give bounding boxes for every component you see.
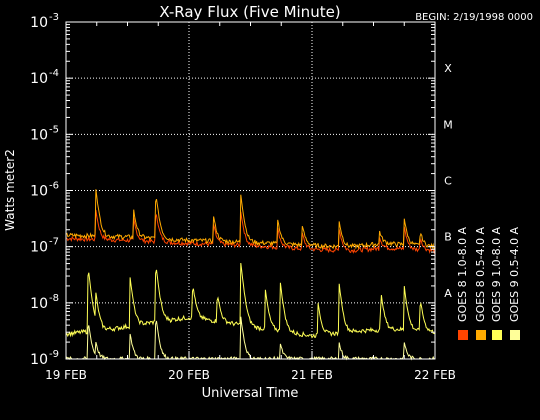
y-tick-exponent: -7 xyxy=(49,237,59,248)
y-tick-exponent: -6 xyxy=(49,181,59,192)
legend-swatch-3 xyxy=(492,330,502,340)
series-line-3 xyxy=(65,262,436,339)
class-label-a: A xyxy=(444,287,452,300)
x-tick-label: 21 FEB xyxy=(291,368,333,382)
x-tick-label: 20 FEB xyxy=(168,368,210,382)
y-tick-label: 10 xyxy=(30,127,48,143)
y-tick-exponent: -5 xyxy=(49,124,59,135)
legend-label-1: GOES 8 1.0-8.0 A xyxy=(456,226,469,322)
y-tick-label: 10 xyxy=(30,184,48,200)
y-tick-exponent: -8 xyxy=(49,293,59,304)
legend: GOES 8 1.0-8.0 A GOES 8 0.5-4.0 A GOES 9 1… xyxy=(456,226,521,340)
y-tick-label: 10 xyxy=(30,240,48,256)
series-line-1 xyxy=(65,209,436,255)
y-tick-label: 10 xyxy=(30,15,48,31)
legend-label-3: GOES 9 1.0-8.0 A xyxy=(490,226,503,322)
plot-frame xyxy=(65,21,436,360)
y-tick-label: 10 xyxy=(30,71,48,87)
legend-swatch-2 xyxy=(476,330,486,340)
y-tick-label: 10 xyxy=(30,296,48,312)
class-label-b: B xyxy=(444,231,452,244)
y-axis: 10-310-410-510-610-710-810-9 xyxy=(30,12,435,368)
legend-label-2: GOES 8 0.5-4.0 A xyxy=(474,226,487,322)
flare-class-labels: X M C B A xyxy=(443,62,453,300)
x-tick-label: 19 FEB xyxy=(45,368,87,382)
x-axis: 19 FEB 20 FEB 21 FEB 22 FEB xyxy=(45,22,456,382)
class-label-x: X xyxy=(444,62,452,75)
grid-lines xyxy=(66,22,435,359)
class-label-m: M xyxy=(443,118,453,131)
series-layer xyxy=(65,189,436,361)
y-tick-exponent: -3 xyxy=(49,12,59,23)
series-line-2 xyxy=(65,189,436,250)
x-tick-label: 22 FEB xyxy=(414,368,456,382)
begin-date: BEGIN: 2/19/1998 0000 xyxy=(415,12,533,23)
y-tick-label: 10 xyxy=(30,352,48,368)
y-tick-exponent: -9 xyxy=(49,349,59,360)
legend-swatch-1 xyxy=(458,330,468,340)
chart-title: X-Ray Flux (Five Minute) xyxy=(159,3,340,21)
legend-label-4: GOES 9 0.5-4.0 A xyxy=(508,226,521,322)
y-tick-exponent: -4 xyxy=(49,68,59,79)
legend-swatch-4 xyxy=(510,330,520,340)
class-label-c: C xyxy=(444,175,452,188)
x-axis-label: Universal Time xyxy=(202,386,299,401)
y-axis-label: Watts meter2 xyxy=(3,149,17,231)
